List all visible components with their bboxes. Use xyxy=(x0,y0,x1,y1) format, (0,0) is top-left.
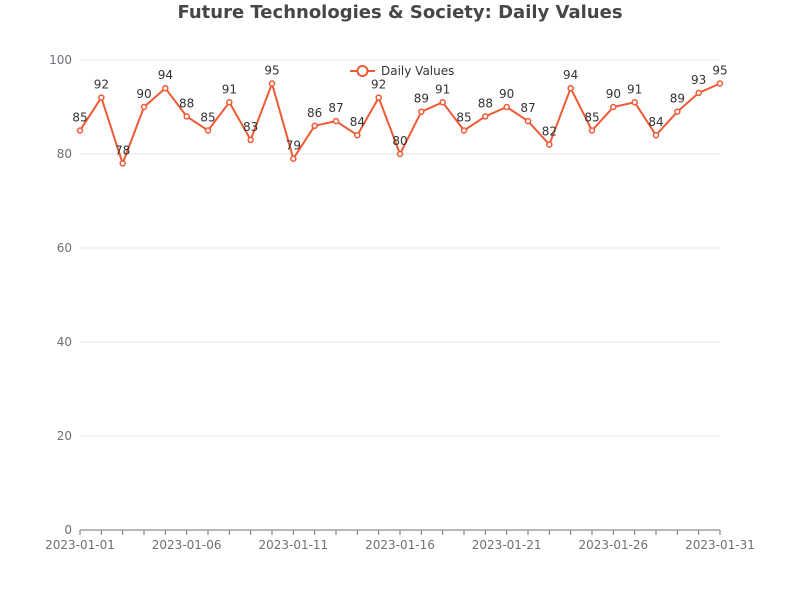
data-label: 95 xyxy=(264,64,279,78)
data-point[interactable] xyxy=(204,127,212,134)
y-tick-label: 0 xyxy=(64,523,72,537)
axes: 0 20 40 60 80 100 2023-01-01 2023-01-06 2023-01-… xyxy=(45,53,755,552)
data-label: 92 xyxy=(94,78,109,92)
data-point[interactable] xyxy=(290,155,297,162)
data-label: 94 xyxy=(158,68,173,82)
data-point[interactable] xyxy=(76,127,84,134)
x-tick-label: 2023-01-11 xyxy=(258,538,328,552)
data-point[interactable] xyxy=(140,103,148,111)
data-label: 92 xyxy=(371,78,386,92)
x-tick-label: 2023-01-06 xyxy=(152,538,222,552)
legend-item-daily-values[interactable]: Daily Values xyxy=(381,64,454,78)
data-point[interactable] xyxy=(311,122,318,130)
data-label: 84 xyxy=(648,115,663,129)
data-label: 91 xyxy=(435,82,450,96)
data-label: 84 xyxy=(350,115,365,129)
data-label: 85 xyxy=(456,111,471,125)
x-tick-label: 2023-01-16 xyxy=(365,538,435,552)
x-tick-label: 2023-01-01 xyxy=(45,538,115,552)
data-point[interactable] xyxy=(119,160,126,167)
data-point[interactable] xyxy=(652,131,660,139)
y-tick-label: 60 xyxy=(57,241,72,255)
data-point[interactable] xyxy=(332,117,340,125)
data-point[interactable] xyxy=(503,103,510,111)
data-point[interactable] xyxy=(610,103,617,111)
data-point[interactable] xyxy=(226,99,233,106)
data-point[interactable] xyxy=(375,94,382,101)
x-tick-label: 2023-01-21 xyxy=(472,538,542,552)
data-label: 94 xyxy=(563,68,578,82)
data-point[interactable] xyxy=(439,99,446,106)
data-label: 85 xyxy=(72,111,87,125)
chart-title: Future Technologies & Society: Daily Val… xyxy=(177,2,623,23)
data-label: 90 xyxy=(499,87,514,101)
data-label: 95 xyxy=(712,64,727,78)
data-label: 79 xyxy=(286,139,301,153)
data-point[interactable] xyxy=(268,80,276,87)
data-label: 88 xyxy=(179,96,194,110)
data-label: 89 xyxy=(670,92,685,106)
data-label: 88 xyxy=(478,96,493,110)
data-label: 86 xyxy=(307,106,322,120)
series-layer: 85 92 78 90 94 88 85 91 83 95 79 86 87 84 92 80 89 91 85 88… xyxy=(72,64,728,167)
data-label: 82 xyxy=(542,125,557,139)
data-point[interactable] xyxy=(567,84,574,92)
data-point[interactable] xyxy=(482,113,489,120)
data-label: 90 xyxy=(136,87,151,101)
data-point[interactable] xyxy=(396,150,404,158)
data-label: 91 xyxy=(222,82,237,96)
legend[interactable]: Daily Values xyxy=(350,64,454,78)
data-label: 90 xyxy=(606,87,621,101)
x-tick-label: 2023-01-31 xyxy=(685,538,755,552)
data-label: 80 xyxy=(392,134,407,148)
data-point[interactable] xyxy=(674,108,681,115)
data-point[interactable] xyxy=(460,127,468,134)
data-point[interactable] xyxy=(716,80,724,87)
x-tick-label: 2023-01-26 xyxy=(578,538,648,552)
data-point[interactable] xyxy=(695,89,702,97)
data-point[interactable] xyxy=(588,127,596,134)
data-point[interactable] xyxy=(183,113,190,120)
y-tick-label: 100 xyxy=(49,53,72,67)
data-label: 89 xyxy=(414,92,429,106)
data-label: 85 xyxy=(200,111,215,125)
y-tick-label: 40 xyxy=(57,335,72,349)
data-point[interactable] xyxy=(418,108,425,115)
data-label: 93 xyxy=(691,73,706,87)
data-point[interactable] xyxy=(631,99,638,106)
data-label: 83 xyxy=(243,120,258,134)
data-label: 87 xyxy=(520,101,535,115)
data-point[interactable] xyxy=(98,94,105,101)
y-tick-label: 20 xyxy=(57,429,72,443)
data-point[interactable] xyxy=(162,84,169,92)
data-label: 87 xyxy=(328,101,343,115)
data-point[interactable] xyxy=(546,141,553,148)
data-label: 91 xyxy=(627,82,642,96)
legend-swatch-marker xyxy=(356,65,369,77)
data-point[interactable] xyxy=(354,131,361,139)
data-label: 85 xyxy=(584,111,599,125)
y-tick-label: 80 xyxy=(57,147,72,161)
grid xyxy=(80,59,720,437)
data-point[interactable] xyxy=(524,117,532,125)
data-label: 78 xyxy=(115,143,130,157)
data-point[interactable] xyxy=(247,136,254,144)
